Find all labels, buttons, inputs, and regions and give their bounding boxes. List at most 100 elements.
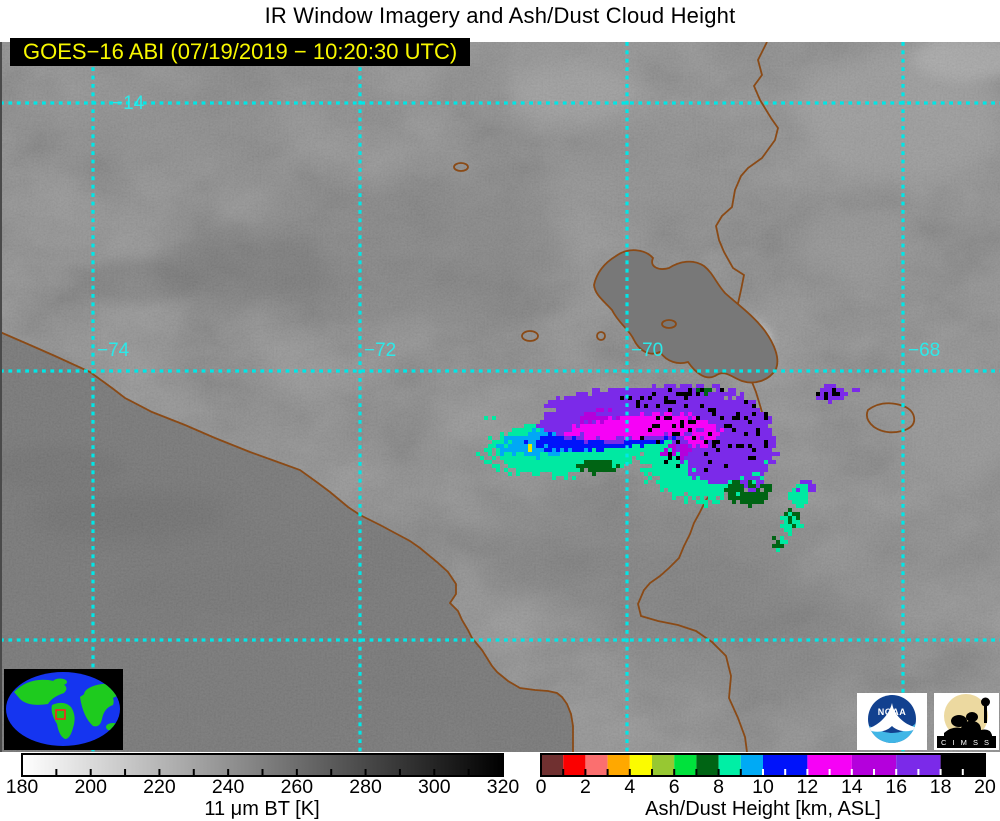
ash-pixel bbox=[704, 468, 708, 472]
ash-pixel bbox=[800, 484, 804, 488]
ash-pixel bbox=[616, 432, 620, 436]
ash-pixel bbox=[716, 460, 720, 464]
ash-pixel bbox=[644, 432, 648, 436]
ash-pixel bbox=[620, 404, 624, 408]
ash-pixel bbox=[656, 392, 660, 396]
ash-pixel bbox=[608, 424, 612, 428]
bt-colorbar-tick-labels: 180 200 220 240 260 280 300 320 bbox=[6, 776, 520, 798]
ash-pixel bbox=[576, 468, 580, 472]
bt-tick bbox=[158, 769, 161, 776]
ash-pixel bbox=[592, 420, 596, 424]
ash-pixel bbox=[660, 388, 664, 392]
ash-pixel bbox=[504, 468, 508, 472]
bt-colorbar-ticks bbox=[55, 769, 470, 776]
ash-pixel bbox=[744, 444, 748, 448]
ash-pixel bbox=[600, 416, 604, 420]
ash-pixel bbox=[636, 436, 640, 440]
ash-pixel bbox=[596, 452, 600, 456]
ash-pixel bbox=[784, 516, 788, 520]
ash-pixel bbox=[496, 452, 500, 456]
ash-pixel bbox=[748, 460, 752, 464]
ash-pixel bbox=[720, 388, 724, 392]
ash-pixel bbox=[748, 416, 752, 420]
ash-pixel bbox=[708, 472, 712, 476]
bt-tick bbox=[261, 769, 264, 776]
ash-pixel bbox=[668, 464, 672, 468]
ash-pixel bbox=[696, 472, 700, 476]
ash-pixel bbox=[584, 408, 588, 412]
ash-pixel bbox=[764, 440, 768, 444]
ash-pixel bbox=[572, 396, 576, 400]
ash-tick bbox=[806, 769, 809, 776]
ash-pixel bbox=[792, 520, 796, 524]
ash-pixel bbox=[604, 404, 608, 408]
noaa-wordmark: NOAA bbox=[878, 707, 907, 717]
ash-pixel bbox=[744, 460, 748, 464]
ash-pixel bbox=[704, 456, 708, 460]
ash-pixel bbox=[764, 484, 768, 488]
ash-pixel bbox=[568, 444, 572, 448]
ash-pixel bbox=[656, 464, 660, 468]
ash-pixel bbox=[748, 476, 752, 480]
ash-pixel bbox=[760, 468, 764, 472]
ash-pixel bbox=[632, 388, 636, 392]
ash-pixel bbox=[644, 460, 648, 464]
ash-pixel bbox=[544, 436, 548, 440]
cimss-wordmark: C I M S S bbox=[941, 738, 991, 747]
ash-pixel bbox=[568, 396, 572, 400]
ash-pixel bbox=[744, 468, 748, 472]
ash-pixel bbox=[628, 404, 632, 408]
ash-pixel bbox=[612, 464, 616, 468]
ash-pixel bbox=[572, 464, 576, 468]
ash-pixel bbox=[524, 444, 528, 448]
ash-pixel bbox=[636, 396, 640, 400]
ash-pixel bbox=[708, 492, 712, 496]
ash-pixel bbox=[688, 432, 692, 436]
ash-pixel bbox=[748, 412, 752, 416]
ash-pixel bbox=[660, 484, 664, 488]
ash-pixel bbox=[532, 472, 536, 476]
ash-pixel bbox=[608, 432, 612, 436]
ash-pixel bbox=[692, 448, 696, 452]
ash-pixel bbox=[708, 432, 712, 436]
ash-pixel bbox=[668, 440, 672, 444]
ash-pixel bbox=[756, 436, 760, 440]
ash-pixel bbox=[508, 440, 512, 444]
ash-pixel bbox=[752, 408, 756, 412]
ash-pixel bbox=[704, 424, 708, 428]
ash-pixel bbox=[740, 496, 744, 500]
ash-pixel bbox=[556, 400, 560, 404]
ash-pixel bbox=[748, 452, 752, 456]
ash-pixel bbox=[536, 424, 540, 428]
ash-pixel bbox=[748, 436, 752, 440]
ash-pixel bbox=[768, 456, 772, 460]
ash-colorbar-segment bbox=[607, 754, 630, 776]
ash-pixel bbox=[688, 484, 692, 488]
ash-pixel bbox=[704, 436, 708, 440]
ash-pixel bbox=[604, 448, 608, 452]
ash-pixel bbox=[676, 412, 680, 416]
ash-pixel bbox=[564, 400, 568, 404]
ash-pixel bbox=[540, 440, 544, 444]
ash-pixel bbox=[576, 452, 580, 456]
ash-pixel bbox=[708, 424, 712, 428]
ash-pixel bbox=[680, 428, 684, 432]
ash-pixel bbox=[660, 412, 664, 416]
ash-pixel bbox=[584, 440, 588, 444]
ash-pixel bbox=[764, 488, 768, 492]
ash-pixel bbox=[680, 392, 684, 396]
ash-pixel bbox=[608, 408, 612, 412]
ash-pixel bbox=[712, 480, 716, 484]
ash-pixel bbox=[732, 436, 736, 440]
ash-pixel bbox=[696, 392, 700, 396]
ash-pixel bbox=[828, 396, 832, 400]
ash-pixel bbox=[696, 396, 700, 400]
ash-pixel bbox=[668, 432, 672, 436]
ash-pixel bbox=[768, 440, 772, 444]
ash-pixel bbox=[668, 456, 672, 460]
ash-pixel bbox=[544, 412, 548, 416]
ash-pixel bbox=[524, 448, 528, 452]
ash-pixel bbox=[584, 452, 588, 456]
ash-pixel bbox=[752, 476, 756, 480]
ash-pixel bbox=[752, 444, 756, 448]
